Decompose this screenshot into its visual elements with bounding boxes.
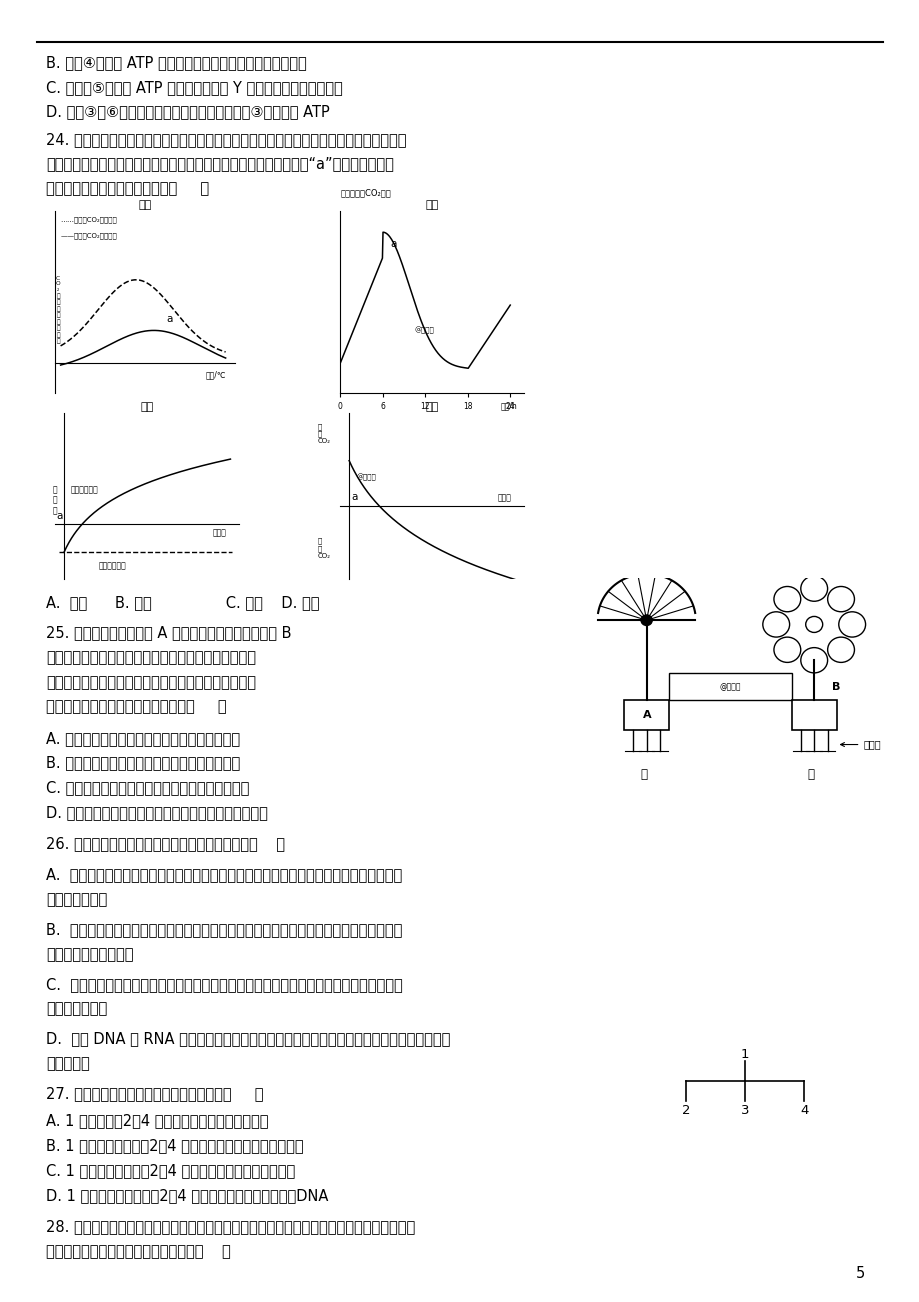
Title: 图丁: 图丁 [425, 402, 438, 411]
Text: 吸
收
CO₂: 吸 收 CO₂ [317, 423, 330, 444]
Text: D.  观察 DNA 和 RNA 在细胞中的分布实验中，材料可选人的口腔上皮细胞或紫色洋葱鸞片叶: D. 观察 DNA 和 RNA 在细胞中的分布实验中，材料可选人的口腔上皮细胞或… [46, 1031, 450, 1047]
Text: a: a [166, 314, 173, 324]
Text: B: B [831, 682, 840, 691]
Text: 光强度: 光强度 [212, 527, 227, 536]
Text: 壁，营养方式属异养型: 壁，营养方式属异养型 [46, 947, 133, 962]
Text: C. 1 表示细胞膜成分，2～4 分别表示脂质、蛋白质、糖类: C. 1 表示细胞膜成分，2～4 分别表示脂质、蛋白质、糖类 [46, 1163, 295, 1178]
Text: 光合作用速率: 光合作用速率 [71, 486, 98, 493]
Bar [668, 673, 791, 700]
Text: 甲: 甲 [640, 768, 646, 781]
Text: （一种细胞器）: （一种细胞器） [46, 1001, 108, 1017]
Text: 合作用速率与细胞呼吸速率相等（     ）: 合作用速率与细胞呼吸速率相等（ ） [46, 181, 209, 197]
Text: 密闭温室中CO₂浓度: 密闭温室中CO₂浓度 [340, 189, 391, 198]
Text: ……光照下CO₂的吸收量: ……光照下CO₂的吸收量 [61, 216, 118, 223]
Text: @正确去: @正确去 [414, 327, 434, 335]
Text: 放
出
CO₂: 放 出 CO₂ [317, 538, 330, 559]
Text: 相
对
値: 相 对 値 [52, 486, 58, 514]
Text: B.  硝化细菌与变形虫结构上的根本区别是前者有细胞壁，营养方式属自养型，后者无细胞: B. 硝化细菌与变形虫结构上的根本区别是前者有细胞壁，营养方式属自养型，后者无细… [46, 922, 402, 937]
Text: C
O
₂
的
吸
收
量
或
释
放
量: C O ₂ 的 吸 收 量 或 释 放 量 [55, 276, 61, 344]
Text: 类型，若切除这一帽状体，第二次长出的帽状体为与甲: 类型，若切除这一帽状体，第二次长出的帽状体为与甲 [46, 674, 255, 690]
Text: 绘制了如甲、乙、丙、丁所示的四幅图。除哪幅图外，其余三幅图中“a”点都可以表示光: 绘制了如甲、乙、丙、丁所示的四幅图。除哪幅图外，其余三幅图中“a”点都可以表示光 [46, 156, 393, 172]
Text: C. 该实验证明了帽状体的形态建成只受细胞核控制: C. 该实验证明了帽状体的形态建成只受细胞核控制 [46, 780, 249, 796]
Text: 乙: 乙 [807, 768, 813, 781]
Text: D. 图中③和⑥过程在蓝藻细胞内也能进行，其中③过程消耗 ATP: D. 图中③和⑥过程在蓝藻细胞内也能进行，其中③过程消耗 ATP [46, 104, 329, 120]
Text: 26. 下列是关于几类生物的特点的叙述，正确的是（    ）: 26. 下列是关于几类生物的特点的叙述，正确的是（ ） [46, 836, 285, 852]
Text: 27. 下列概念除哪项外，均可用如图来表示（     ）: 27. 下列概念除哪项外，均可用如图来表示（ ） [46, 1086, 263, 1101]
Text: D. 1 表示细胞的统一性，2～4 分别表示细胞膜、细胞质、DNA: D. 1 表示细胞的统一性，2～4 分别表示细胞膜、细胞质、DNA [46, 1187, 328, 1203]
Bar [624, 700, 668, 730]
Text: 型的遗传物质等: 型的遗传物质等 [46, 892, 108, 907]
Text: ——黑暗中CO₂的释放量: ——黑暗中CO₂的释放量 [61, 232, 118, 238]
Text: A. 1 表示固醇，2～4 分别表示脂质、磷脂、性激素: A. 1 表示固醇，2～4 分别表示脂质、磷脂、性激素 [46, 1113, 268, 1129]
Text: 3: 3 [740, 1104, 749, 1117]
Text: a: a [350, 492, 357, 503]
Text: A: A [642, 710, 652, 720]
Text: 光强度: 光强度 [497, 493, 512, 503]
Text: 温度/℃: 温度/℃ [205, 370, 225, 379]
Text: B. 1 表示核糖核苷酸，2～4 分别表示含氮碍基、核糖、磷酸: B. 1 表示核糖核苷酸，2～4 分别表示含氮碍基、核糖、磷酸 [46, 1138, 303, 1154]
Circle shape [641, 615, 652, 625]
Text: C.  颤藻与发菜的共同点是都能进行光合作用，但颤藻含光合色素，而发菜细胞中含叶绳体: C. 颤藻与发菜的共同点是都能进行光合作用，但颤藻含光合色素，而发菜细胞中含叶绳… [46, 976, 403, 992]
Text: 部分（如图）嫁接在一起，第一次长出的帽状体呈中间: 部分（如图）嫁接在一起，第一次长出的帽状体呈中间 [46, 650, 255, 665]
Text: D. 经过无性生殖方式得到的中间类型，还是单细胞生物: D. 经过无性生殖方式得到的中间类型，还是单细胞生物 [46, 805, 267, 820]
Text: 24. 某校生物兴趣小组以玉米为实验材料，研究不同条件下光合作用速率和细胞呼吸速率，: 24. 某校生物兴趣小组以玉米为实验材料，研究不同条件下光合作用速率和细胞呼吸速… [46, 132, 406, 147]
Text: 5: 5 [855, 1266, 864, 1281]
Text: A.  细菌和蓝藻在结构上有统一性，具体体现在它们都有细胞壁、细胞膜、核糖体及相同类: A. 细菌和蓝藻在结构上有统一性，具体体现在它们都有细胞壁、细胞膜、核糖体及相同… [46, 867, 402, 883]
Title: 图乙: 图乙 [425, 201, 438, 210]
Title: 图丙: 图丙 [141, 402, 153, 411]
Text: A. 甲、乙两种伞藻细胞均含有多种具膜的细胞器: A. 甲、乙两种伞藻细胞均含有多种具膜的细胞器 [46, 730, 240, 746]
Text: a: a [390, 240, 396, 250]
Text: 4: 4 [800, 1104, 808, 1117]
Text: B. 图中④过程有 ATP 合成，涉及的酶在动物细胞内也有分布: B. 图中④过程有 ATP 合成，涉及的酶在动物细胞内也有分布 [46, 55, 306, 70]
Text: 1: 1 [740, 1048, 749, 1061]
Text: 28. 现有两个临时装片，材料分别取自菜青虫和卷心菜，在显微镜下对这两个装片进行观察。: 28. 现有两个临时装片，材料分别取自菜青虫和卷心菜，在显微镜下对这两个装片进行… [46, 1219, 414, 1234]
Bar [791, 700, 835, 730]
Text: C. 若图中⑤过程无 ATP 合成，则该过程 Y 物质并未被彻底氧化分解: C. 若图中⑤过程无 ATP 合成，则该过程 Y 物质并未被彻底氧化分解 [46, 79, 343, 95]
Title: 图甲: 图甲 [138, 201, 152, 210]
Text: 25. 将甲种伞形帽伞藻的 A 部分与乙种菊花形帽伞藻的 B: 25. 将甲种伞形帽伞藻的 A 部分与乙种菊花形帽伞藻的 B [46, 625, 291, 641]
Text: 外表皮细胞: 外表皮细胞 [46, 1056, 90, 1072]
Text: 2: 2 [681, 1104, 689, 1117]
Text: A.  图甲      B. 图乙                C. 图丙    D. 图丁: A. 图甲 B. 图乙 C. 图丙 D. 图丁 [46, 595, 319, 611]
Text: 时间/h: 时间/h [500, 401, 516, 410]
Text: 细胞核: 细胞核 [840, 740, 880, 750]
Text: 相同的伞形帽。下列分析不正确的是（     ）: 相同的伞形帽。下列分析不正确的是（ ） [46, 699, 226, 715]
Text: @正确去: @正确去 [356, 474, 376, 480]
Text: a: a [56, 512, 62, 521]
Text: 呼吸作用速率: 呼吸作用速率 [99, 561, 127, 570]
Text: B. 中间类型可能同时含甲、乙两种伞藻的蛋白质: B. 中间类型可能同时含甲、乙两种伞藻的蛋白质 [46, 755, 240, 771]
Text: @正确去: @正确去 [719, 682, 741, 691]
Text: 下列观察结果和对应的判断，错误的有（    ）: 下列观察结果和对应的判断，错误的有（ ） [46, 1243, 231, 1259]
